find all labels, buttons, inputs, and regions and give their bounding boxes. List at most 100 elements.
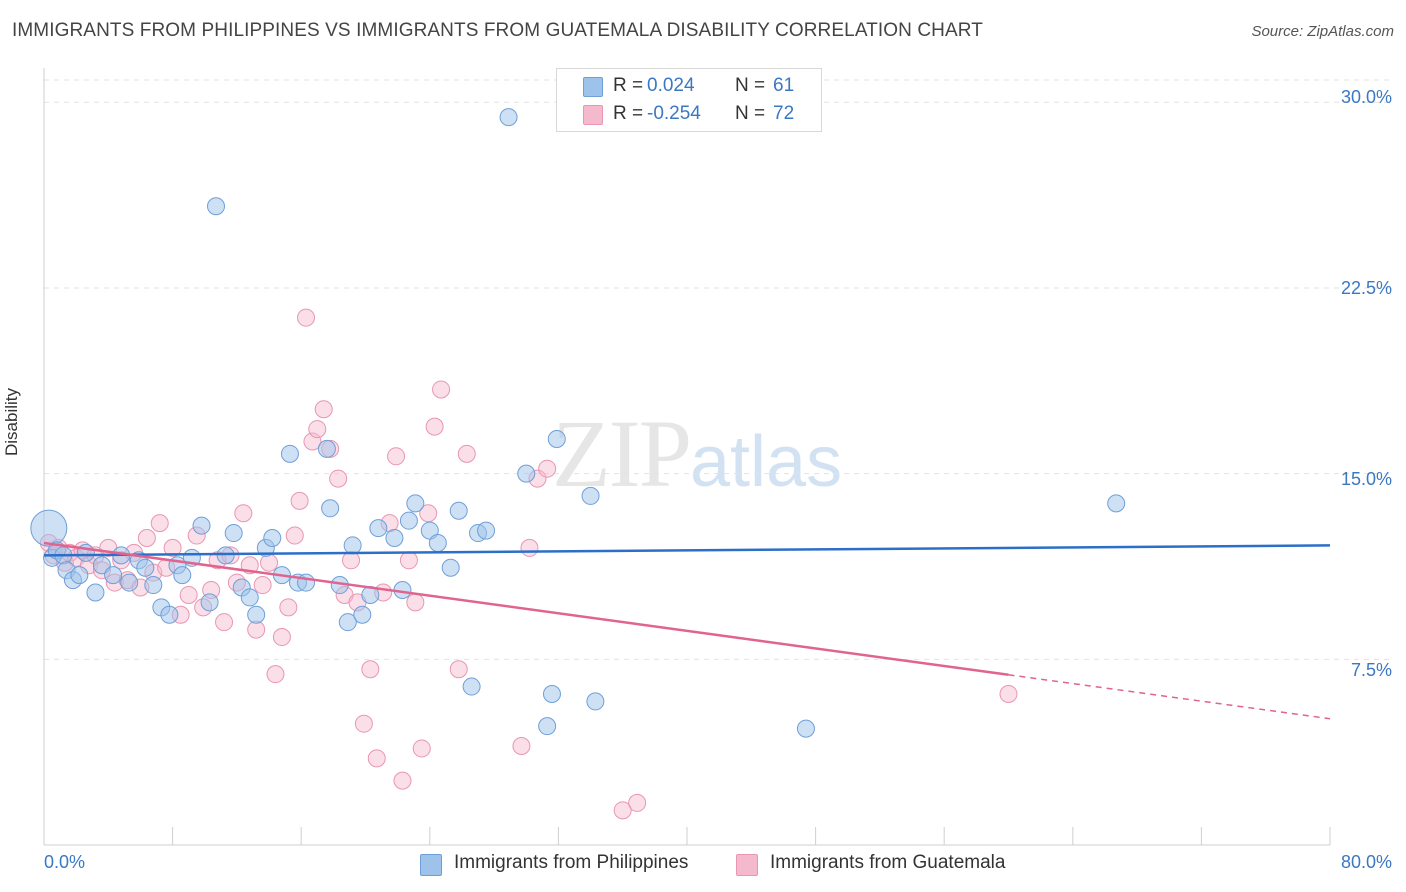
data-point-philippines [385,529,404,548]
data-point-philippines [86,583,105,602]
data-point-philippines [369,519,388,538]
data-point-philippines [538,717,557,736]
data-point-guatemala [399,551,418,570]
data-point-philippines [207,197,226,216]
y-tick-label: 30.0% [1340,87,1392,107]
data-point-philippines [224,524,243,543]
data-point-philippines [30,509,68,547]
x-tick-label: 0.0% [44,852,86,872]
data-point-guatemala [297,308,316,327]
data-point-philippines [247,605,266,624]
r-value: 0.024 [647,75,695,96]
trendline-philippines [43,544,1331,557]
data-point-guatemala [314,400,333,419]
data-point-philippines [317,439,336,458]
r-value: -0.254 [647,103,701,124]
n-value: 61 [773,75,795,96]
data-point-guatemala [449,660,468,679]
data-point-philippines [796,719,815,738]
legend-swatch [420,854,442,876]
data-point-philippines [399,511,418,530]
data-point-guatemala [272,628,291,647]
data-point-philippines [517,464,536,483]
data-point-guatemala [137,529,156,548]
data-point-philippines [120,573,139,592]
trendline-guatemala [43,541,1009,677]
data-point-guatemala [432,380,451,399]
data-point-philippines [70,566,89,585]
data-point-philippines [586,692,605,711]
data-point-guatemala [512,736,531,755]
data-point-philippines [581,486,600,505]
data-point-philippines [104,566,123,585]
data-point-philippines [441,558,460,577]
data-point-guatemala [150,514,169,533]
r-label: R = [613,75,644,96]
data-point-philippines [338,613,357,632]
data-point-philippines [499,108,518,127]
chart-title: IMMIGRANTS FROM PHILIPPINES VS IMMIGRANT… [12,20,983,41]
legend-swatch [736,854,758,876]
data-point-philippines [160,605,179,624]
data-point-guatemala [342,551,361,570]
data-point-guatemala [279,598,298,617]
data-point-guatemala [457,444,476,463]
data-point-philippines [200,593,219,612]
n-label: N = [735,103,766,124]
legend-swatch [583,105,603,125]
source-label: Source: ZipAtlas.com [1251,23,1394,40]
x-tick-label: 80.0% [1340,852,1392,872]
data-point-philippines [477,521,496,540]
data-point-philippines [321,499,340,518]
data-point-philippines [192,516,211,535]
data-point-philippines [144,576,163,595]
n-label: N = [735,75,766,96]
data-point-philippines [353,605,372,624]
watermark-zip: ZIP [552,400,692,507]
data-point-philippines [428,533,447,552]
data-point-philippines [462,677,481,696]
data-point-guatemala [266,665,285,684]
data-point-guatemala [329,469,348,488]
legend-swatch [583,77,603,97]
data-point-guatemala [613,801,632,820]
data-point-philippines [406,494,425,513]
data-point-guatemala [354,714,373,733]
data-point-philippines [547,429,566,448]
watermark-atlas: atlas [690,422,843,502]
data-point-philippines [263,529,282,548]
data-point-philippines [542,684,561,703]
y-tick-label: 7.5% [1350,660,1392,680]
data-point-guatemala [367,749,386,768]
trendline-guatemala-dashed [1008,674,1331,720]
y-tick-label: 15.0% [1340,469,1392,489]
data-point-guatemala [163,538,182,557]
n-value: 72 [773,103,795,124]
data-point-philippines [1107,494,1126,513]
data-point-philippines [449,501,468,520]
legend-label: Immigrants from Philippines [454,852,689,873]
data-point-guatemala [285,526,304,545]
data-point-guatemala [520,538,539,557]
data-point-philippines [297,573,316,592]
data-point-guatemala [253,576,272,595]
data-point-philippines [173,566,192,585]
data-point-philippines [136,558,155,577]
watermark: ZIPatlas [552,398,842,509]
data-point-philippines [343,536,362,555]
data-point-philippines [240,588,259,607]
legend-label: Immigrants from Guatemala [770,852,1006,873]
data-point-guatemala [290,491,309,510]
data-point-guatemala [628,793,647,812]
data-point-philippines [280,444,299,463]
data-point-guatemala [179,585,198,604]
data-point-guatemala [538,459,557,478]
data-point-guatemala [387,447,406,466]
data-point-guatemala [393,771,412,790]
data-point-guatemala [412,739,431,758]
data-point-guatemala [361,660,380,679]
data-point-philippines [216,546,235,565]
data-point-guatemala [425,417,444,436]
data-point-guatemala [260,553,279,572]
